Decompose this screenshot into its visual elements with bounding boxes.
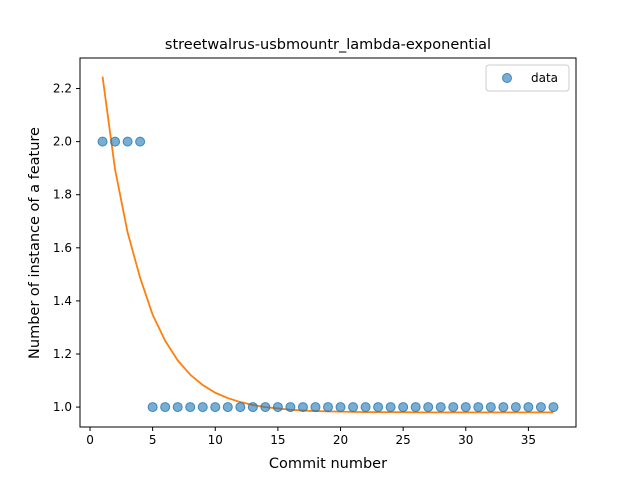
legend: data [485,64,570,92]
data-point [498,402,509,413]
data-point [210,402,221,413]
data-point [285,402,296,413]
data-point [197,402,208,413]
data-point [97,136,108,147]
chart-title: streetwalrus-usbmountr_lambda-exponentia… [165,37,491,53]
data-point [260,402,271,413]
data-point [360,402,371,413]
y-tick-label: 1.0 [53,400,72,414]
y-axis-ticks: 1.0 1.2 1.4 1.6 1.8 2.0 2.2 [53,82,80,414]
y-tick-label: 1.6 [53,241,72,255]
plot-area [79,57,577,428]
x-tick-label: 10 [208,433,223,447]
data-points [97,136,559,413]
data-point [398,402,409,413]
data-point [160,402,171,413]
data-point [523,402,534,413]
legend-box [485,64,570,92]
y-tick-label: 1.2 [53,347,72,361]
data-point [473,402,484,413]
y-tick-label: 2.0 [53,135,72,149]
data-point [373,402,384,413]
x-tick-label: 30 [458,433,473,447]
y-tick-label: 1.4 [53,294,72,308]
data-point [172,402,183,413]
data-point [235,402,246,413]
data-point [460,402,471,413]
legend-marker-data [502,73,512,83]
x-tick-label: 5 [149,433,157,447]
data-point [110,136,121,147]
data-point [185,402,196,413]
data-point [247,402,258,413]
data-point [510,402,521,413]
y-axis-label: Number of instance of a feature [27,127,43,359]
x-axis-label: Commit number [269,456,387,472]
legend-label-data: data [531,71,558,85]
data-point [310,402,321,413]
data-point [435,402,446,413]
data-point [385,402,396,413]
data-point [535,402,546,413]
data-point [335,402,346,413]
x-tick-label: 25 [396,433,411,447]
data-point [122,136,133,147]
data-point [323,402,333,413]
data-point [297,402,308,413]
data-point [348,402,359,413]
x-tick-label: 20 [333,433,348,447]
x-tick-label: 35 [521,433,536,447]
data-point [222,402,233,413]
data-point [448,402,459,413]
x-tick-label: 15 [270,433,285,447]
data-point [135,136,146,147]
x-tick-label: 0 [86,433,94,447]
data-point [485,402,496,413]
x-axis-ticks: 0 5 10 15 20 25 30 35 [86,427,536,447]
data-point [423,402,434,413]
data-point [272,402,283,413]
y-tick-label: 1.8 [53,188,72,202]
data-point [147,402,158,413]
y-tick-label: 2.2 [53,82,72,96]
data-point [410,402,421,413]
data-point [548,402,559,413]
